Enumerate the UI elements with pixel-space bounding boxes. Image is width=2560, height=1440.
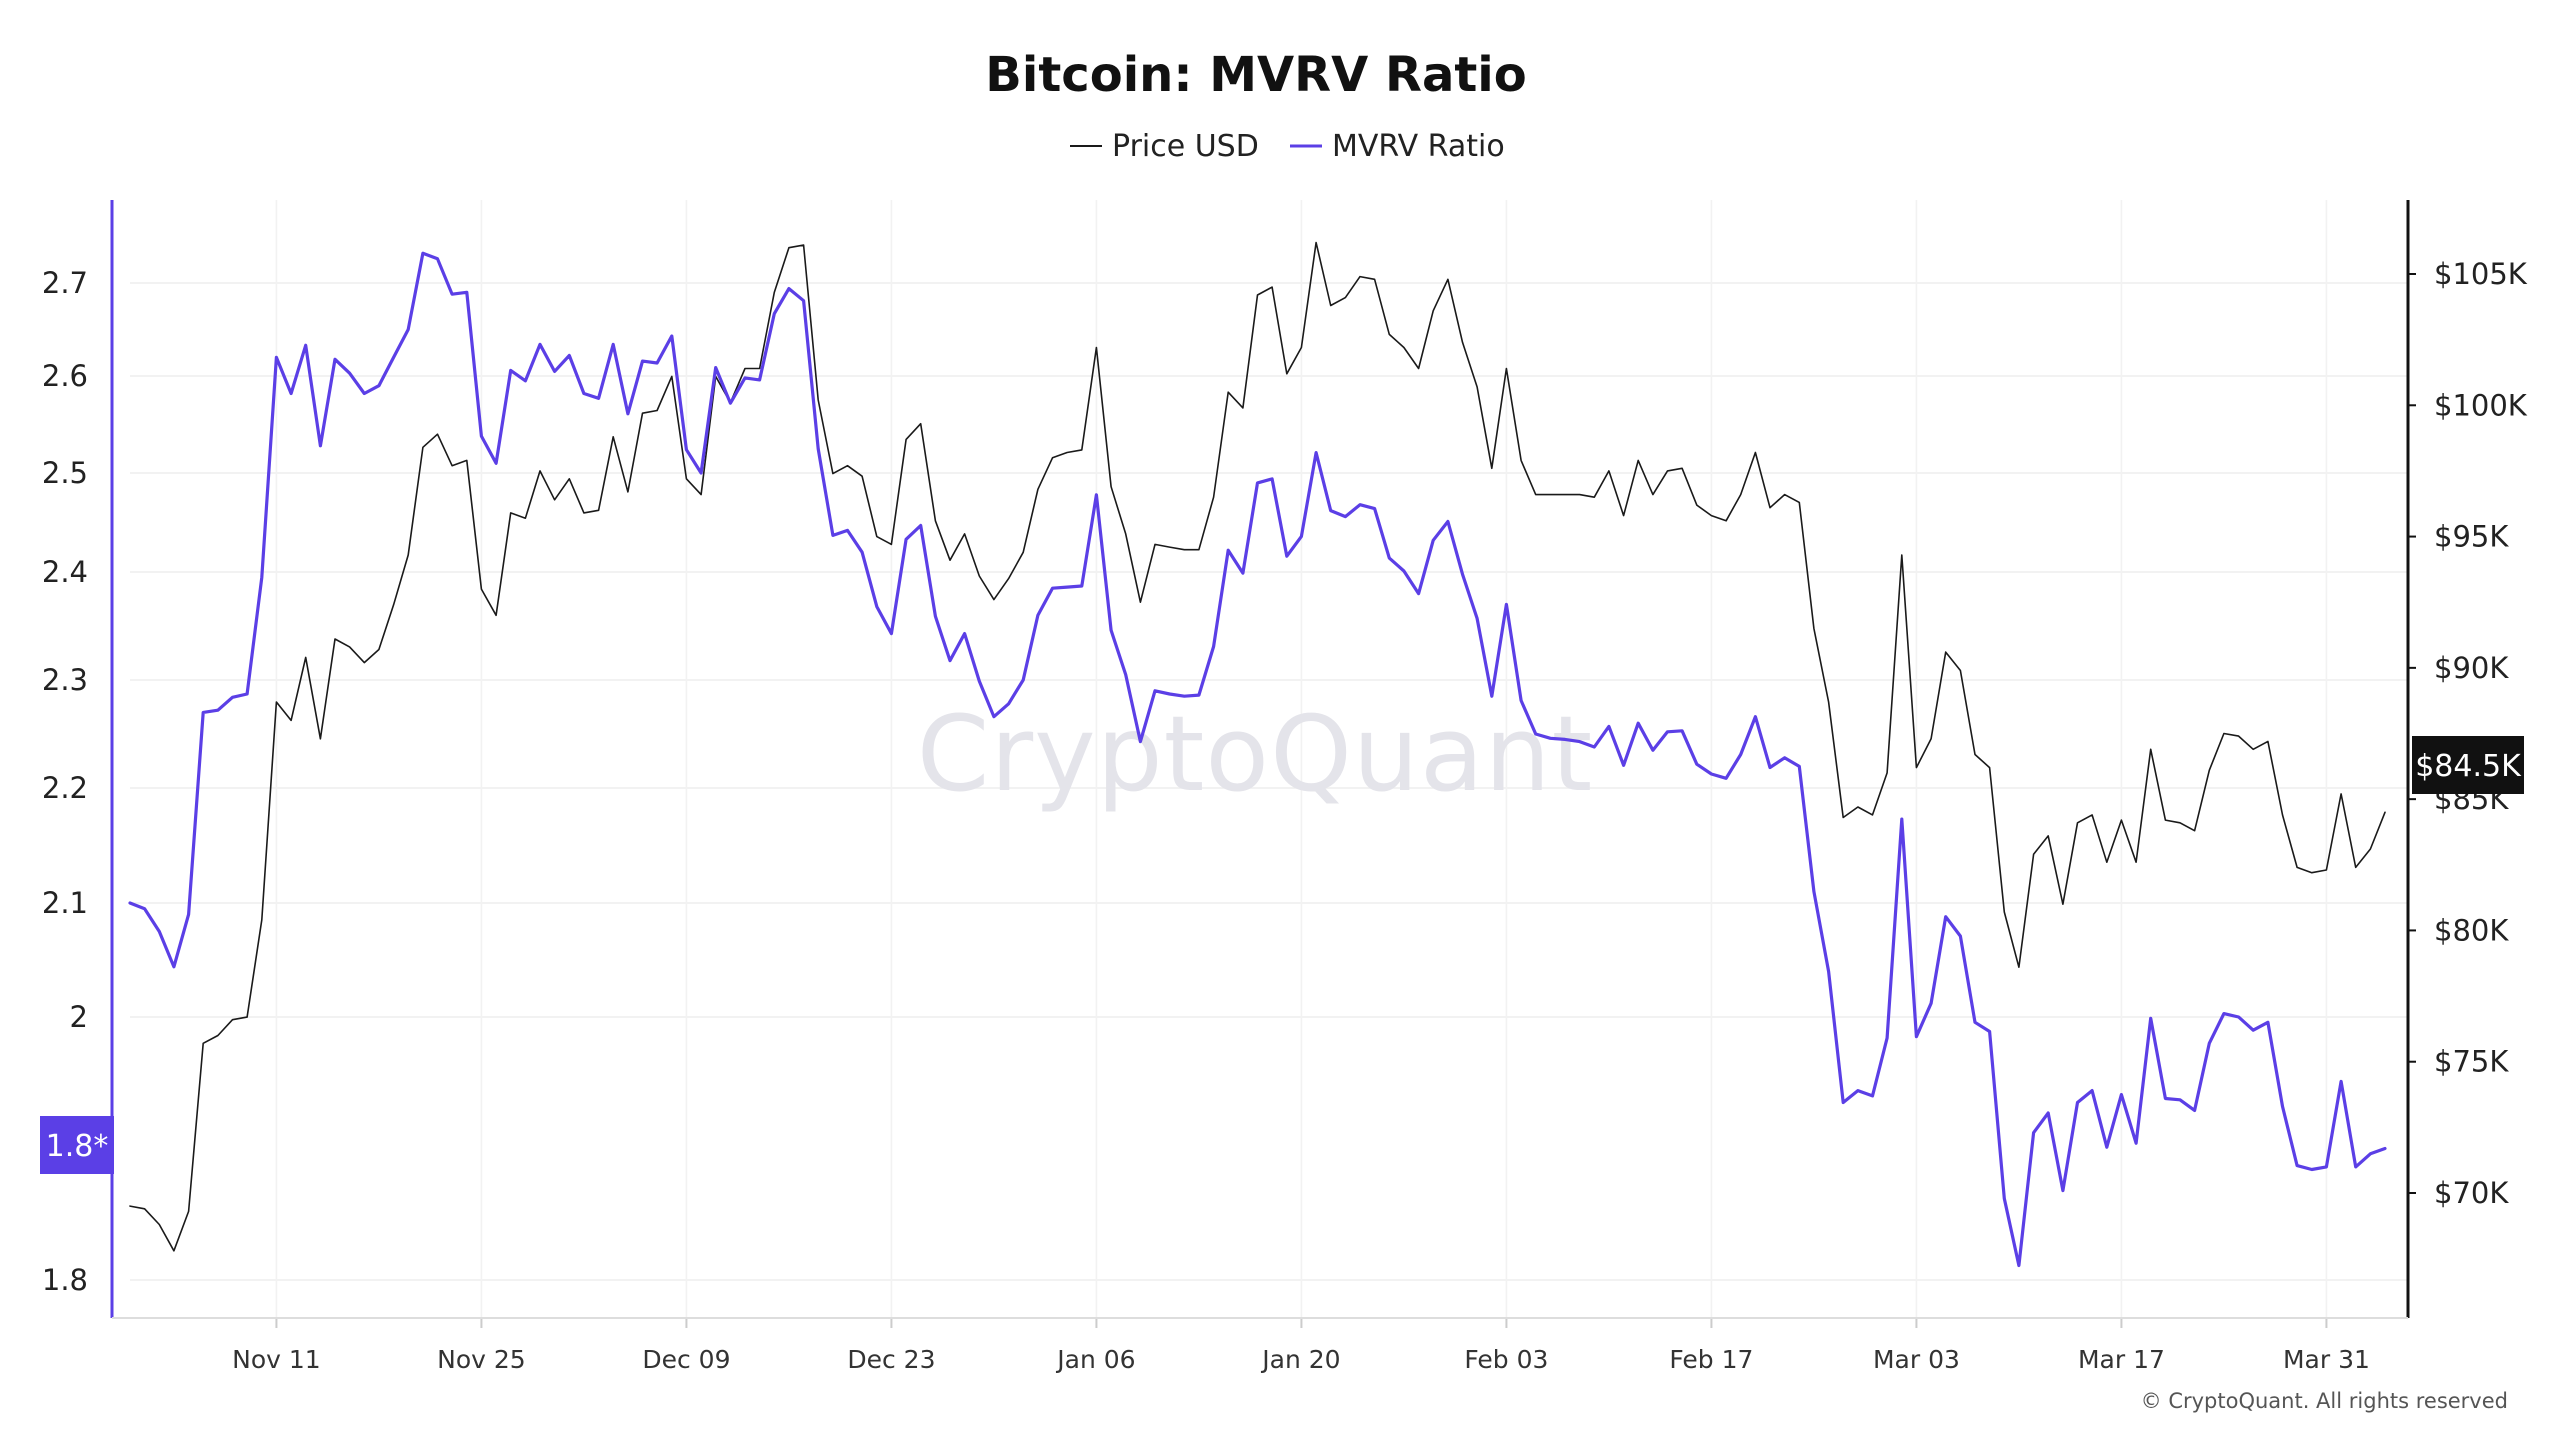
series-layer [128,241,2387,1268]
current-price-badge-bg [2412,736,2524,794]
y-right-tick-label: $70K [2434,1176,2509,1210]
y-left-tick-label: 2 [70,1000,88,1034]
legend[interactable]: Price USD MVRV Ratio [1070,129,1505,164]
watermark: CryptoQuant [917,693,1594,815]
y-right-tick-label: $90K [2434,651,2509,685]
x-tick-label: Dec 23 [847,1345,935,1374]
current-mvrv-badge: 1.8* [40,1116,114,1174]
legend-label-price[interactable]: Price USD [1112,129,1259,164]
y-left-tick-label: 2.4 [42,555,88,589]
series-line-price-usd [129,241,2386,1252]
legend-label-mvrv[interactable]: MVRV Ratio [1332,129,1505,164]
x-tick-label: Dec 09 [642,1345,730,1374]
y-right-tick-label: $100K [2434,388,2528,422]
y-left-tick-label: 2.2 [42,771,88,805]
x-tick-label: Feb 17 [1669,1345,1753,1374]
y-right-tick-label: $95K [2434,520,2509,554]
current-mvrv-badge-bg [40,1116,114,1174]
x-tick-label: Jan 20 [1260,1345,1340,1374]
x-tick-label: Nov 25 [437,1345,526,1374]
y-left-tick-label: 2.7 [42,266,88,300]
current-mvrv-label: 1.8* [46,1129,109,1164]
y-right-tick-label: $105K [2434,257,2528,291]
copyright-notice: © CryptoQuant. All rights reserved [2141,1389,2508,1413]
y-left-tick-label: 1.8 [42,1263,88,1297]
y-left-tick-label: 2.5 [42,456,88,490]
chart-title: Bitcoin: MVRV Ratio [985,47,1526,103]
x-tick-label: Mar 31 [2283,1345,2370,1374]
y-left-tick-label: 2.6 [42,359,88,393]
x-tick-label: Mar 17 [2078,1345,2165,1374]
y-left-tick-label: 2.3 [42,663,88,697]
y-left-tick-label: 2.1 [42,886,88,920]
x-tick-label: Mar 03 [1873,1345,1960,1374]
x-tick-label: Jan 06 [1055,1345,1135,1374]
x-tick-label: Feb 03 [1464,1345,1548,1374]
y-right-tick-label: $80K [2434,913,2509,947]
y-right-tick-label: $75K [2434,1045,2509,1079]
current-price-label: $84.5K [2415,749,2522,784]
series-line-mvrv-ratio [128,251,2387,1268]
x-tick-label: Nov 11 [232,1345,321,1374]
tick-labels: 1.8 2 2.1 2.2 2.3 2.4 2.5 2.6 2.7 Nov 11 Nov 25 Dec… [42,257,2528,1374]
current-price-badge: $84.5K [2412,736,2524,794]
